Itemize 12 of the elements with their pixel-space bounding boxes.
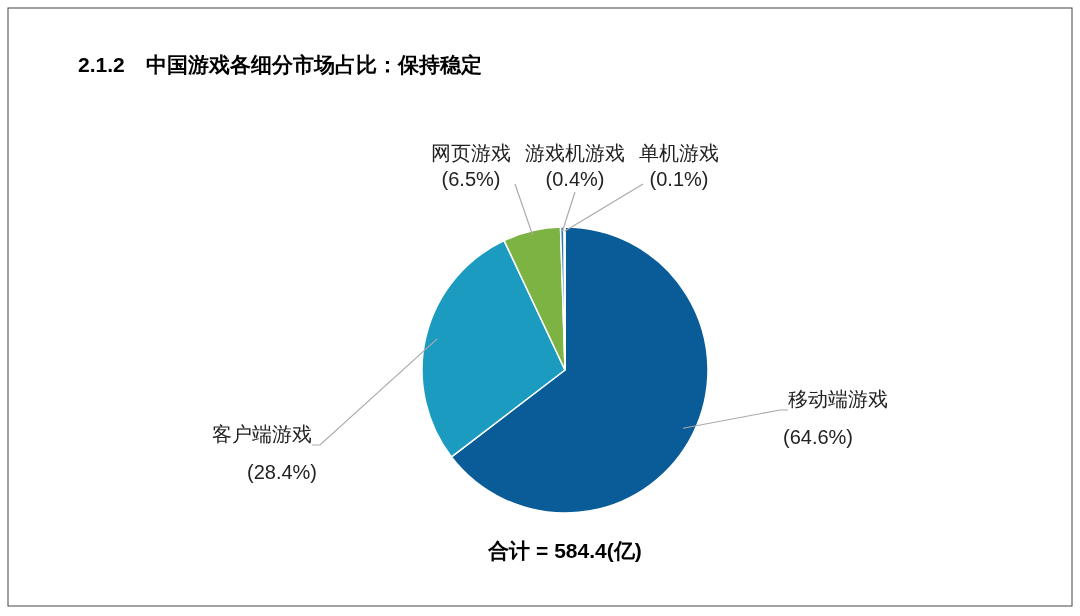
data-label: (28.4%) (246, 461, 318, 483)
slice-label: 网页游戏 (431, 142, 511, 164)
slice-label: 游戏机游戏 (525, 142, 625, 164)
slice-label: 客户端游戏 (212, 423, 312, 445)
data-label: (64.6%) (782, 426, 854, 448)
data-label: (0.1%) (649, 168, 709, 190)
slice-label: 单机游戏 (639, 142, 719, 164)
data-label: (6.5%) (441, 168, 501, 190)
chart-title: 2.1.2 中国游戏各细分市场占比：保持稳定 (78, 53, 482, 76)
data-label: (0.4%) (545, 168, 605, 190)
text: 合计 = 584.4(亿) (487, 539, 642, 562)
slice-label: 移动端游戏 (788, 388, 888, 410)
